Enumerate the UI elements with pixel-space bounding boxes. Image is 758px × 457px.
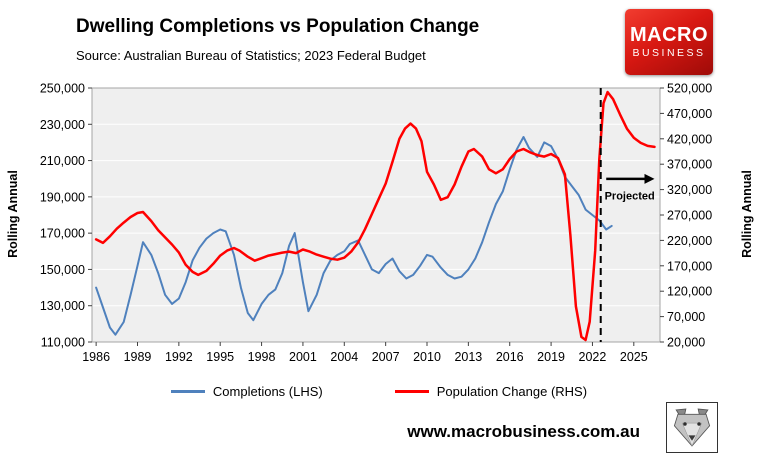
- website-url: www.macrobusiness.com.au: [407, 422, 640, 441]
- left-axis-tick-label: 230,000: [40, 118, 85, 132]
- completions-line-swatch: [170, 390, 205, 393]
- legend-item-population: Population Change (RHS): [394, 384, 588, 399]
- fox-head-icon: [673, 408, 711, 447]
- left-axis-tick-label: 190,000: [40, 190, 85, 204]
- chart-title: Dwelling Completions vs Population Chang…: [76, 16, 480, 37]
- logo-text-business: BUSINESS: [632, 46, 706, 59]
- x-axis-tick-label: 2016: [496, 350, 524, 364]
- population-change-line: [94, 90, 656, 342]
- right-axis-tick-label: 20,000: [667, 336, 705, 350]
- macrobusiness-logo: MACRO BUSINESS: [625, 9, 713, 75]
- x-axis-tick-label: 2013: [454, 350, 482, 364]
- x-axis-tick-label: 1989: [124, 350, 152, 364]
- left-axis-title: Rolling Annual: [6, 170, 20, 258]
- right-axis-tick-label: 520,000: [667, 82, 712, 96]
- x-axis-tick-label: 1986: [82, 350, 110, 364]
- x-axis-tick-label: 2010: [413, 350, 441, 364]
- projected-arrowhead: [644, 173, 655, 184]
- legend-label-completions: Completions (LHS): [212, 384, 323, 399]
- right-axis-tick-label: 120,000: [667, 285, 712, 299]
- right-axis-tick-label: 70,000: [667, 310, 705, 324]
- population-line-swatch: [394, 390, 429, 393]
- right-axis-tick-label: 170,000: [667, 259, 712, 273]
- x-axis-tick-label: 2019: [537, 350, 565, 364]
- right-axis-tick-label: 370,000: [667, 158, 712, 172]
- projected-label: Projected: [605, 191, 655, 203]
- right-axis-tick-label: 470,000: [667, 107, 712, 121]
- right-axis-title: Rolling Annual: [740, 170, 754, 258]
- x-axis-tick-label: 2001: [289, 350, 317, 364]
- legend-item-completions: Completions (LHS): [170, 384, 323, 399]
- left-axis-tick-label: 210,000: [40, 154, 85, 168]
- x-axis-tick-label: 2004: [330, 350, 358, 364]
- logo-text-macro: MACRO: [629, 23, 709, 46]
- x-axis-tick-label: 1995: [206, 350, 234, 364]
- x-axis-tick-label: 2022: [579, 350, 607, 364]
- x-axis-tick-label: 1998: [248, 350, 276, 364]
- right-axis-tick-label: 320,000: [667, 183, 712, 197]
- line-chart: 110,000 130,000 150,000 170,000 190,000 210,0…: [40, 82, 712, 365]
- fox-logo: [666, 402, 718, 453]
- legend-label-population: Population Change (RHS): [436, 384, 588, 399]
- right-axis-tick-label: 420,000: [667, 132, 712, 146]
- chart-legend: Completions (LHS) Population Change (RHS…: [0, 384, 758, 399]
- left-axis-tick-label: 250,000: [40, 82, 85, 96]
- right-axis-tick-label: 220,000: [667, 234, 712, 248]
- left-axis-tick-label: 170,000: [40, 227, 85, 241]
- x-axis-tick-label: 2025: [620, 350, 648, 364]
- left-axis-tick-label: 150,000: [40, 263, 85, 277]
- completions-line: [95, 136, 613, 336]
- right-axis-tick-label: 270,000: [667, 209, 712, 223]
- plot-area: [92, 88, 660, 342]
- x-axis-tick-label: 1992: [165, 350, 193, 364]
- left-axis-tick-label: 130,000: [40, 299, 85, 313]
- chart-subtitle: Source: Australian Bureau of Statistics;…: [76, 48, 426, 63]
- left-axis-tick-label: 110,000: [41, 336, 85, 350]
- x-axis-tick-label: 2007: [372, 350, 400, 364]
